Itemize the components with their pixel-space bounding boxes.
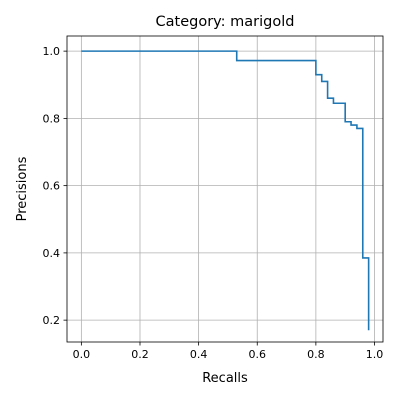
y-tick-label-1: 0.4 (43, 247, 61, 260)
x-tick-label-4: 0.8 (307, 348, 325, 361)
pr-curve-line-0 (81, 50, 370, 331)
x-tick-label-2: 0.4 (190, 348, 208, 361)
x-tick-label-5: 1.0 (366, 348, 384, 361)
x-tick-label-3: 0.6 (248, 348, 266, 361)
y-tick-label-4: 1.0 (43, 45, 61, 58)
plot-frame (66, 35, 384, 343)
y-axis-label: Precisions (15, 156, 30, 221)
y-tick-label-3: 0.8 (43, 112, 61, 125)
y-tick-label-0: 0.2 (43, 314, 61, 327)
y-tick-label-2: 0.6 (43, 180, 61, 193)
x-tick-label-1: 0.2 (131, 348, 149, 361)
x-axis: 0.0 0.2 0.4 0.6 0.8 1.0 (73, 342, 384, 361)
x-axis-label: Recalls (202, 371, 248, 386)
chart-title: Category: marigold (156, 14, 295, 30)
y-axis: 0.2 0.4 0.6 0.8 1.0 (43, 45, 67, 327)
x-tick-label-0: 0.0 (73, 348, 91, 361)
series-layer (81, 50, 370, 331)
